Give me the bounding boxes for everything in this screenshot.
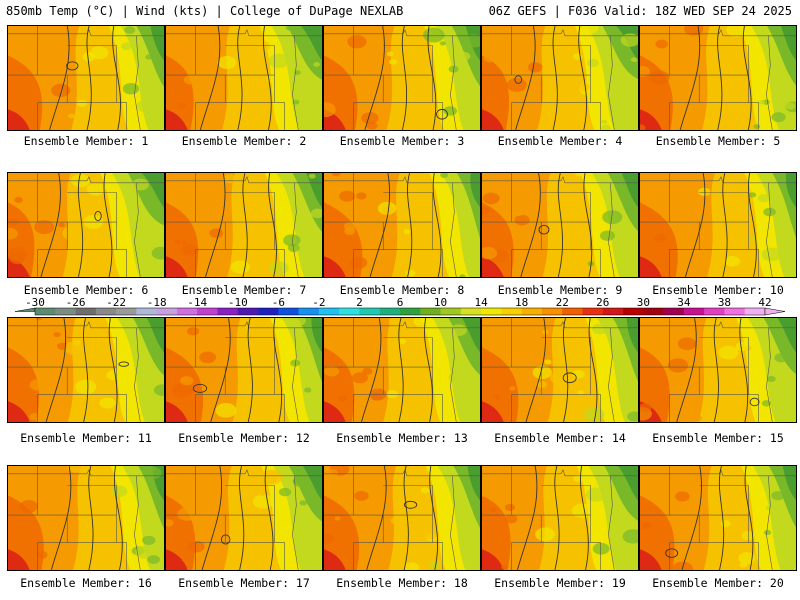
- ensemble-member-map: [323, 317, 481, 423]
- ensemble-member-map: [7, 465, 165, 571]
- colorbar-tick-label: 22: [556, 296, 569, 309]
- colorbar-tick-label: -30: [25, 296, 45, 309]
- ensemble-member-map: [7, 172, 165, 278]
- colorbar-swatch: [704, 308, 725, 315]
- ensemble-member-map: [323, 172, 481, 278]
- ensemble-member-map: [323, 25, 481, 131]
- ensemble-member-label: Ensemble Member: 7: [181, 283, 307, 297]
- colorbar-swatch: [318, 308, 340, 315]
- ensemble-member-map: [165, 25, 323, 131]
- colorbar-swatch: [339, 308, 360, 315]
- colorbar-swatch: [359, 308, 381, 315]
- colorbar-tick-label: 38: [718, 296, 731, 309]
- colorbar-swatch: [481, 308, 502, 315]
- ensemble-member-map: [165, 172, 323, 278]
- colorbar-tick-label: 30: [637, 296, 650, 309]
- colorbar-tick-label: 18: [515, 296, 528, 309]
- colorbar-tick-label: -18: [147, 296, 167, 309]
- colorbar-swatch: [602, 308, 624, 315]
- ensemble-member-label: Ensemble Member: 20: [652, 576, 784, 590]
- ensemble-member-label: Ensemble Member: 1: [23, 134, 149, 148]
- colorbar-tick-label: -14: [187, 296, 207, 309]
- ensemble-member-label: Ensemble Member: 4: [497, 134, 623, 148]
- colorbar-swatch: [643, 308, 664, 315]
- colorbar-swatch: [116, 308, 137, 315]
- ensemble-member-label: Ensemble Member: 18: [336, 576, 468, 590]
- colorbar-swatch: [379, 308, 401, 315]
- colorbar-arrow-right: [764, 307, 786, 316]
- colorbar-swatch: [55, 308, 76, 315]
- colorbar-swatch: [95, 308, 117, 315]
- temperature-colorbar: -30 -26 -22 -18 -14 -10 -6 -2 2 6 10 14 18 22 26 30 34 38…: [14, 296, 786, 316]
- colorbar-swatch: [258, 308, 279, 315]
- colorbar-swatch: [278, 308, 299, 315]
- model-valid-time: 06Z GEFS | F036 Valid: 18Z WED SEP 24 20…: [488, 4, 792, 18]
- ensemble-member-map: [481, 317, 639, 423]
- colorbar-swatch: [582, 308, 604, 315]
- colorbar-swatch: [237, 308, 259, 315]
- colorbar-tick-label: -26: [66, 296, 86, 309]
- colorbar-swatch: [197, 308, 218, 315]
- colorbar-tick-label: -10: [228, 296, 248, 309]
- ensemble-member-map: [639, 172, 797, 278]
- colorbar-tick-label: 6: [397, 296, 404, 309]
- colorbar-tick-label: -6: [272, 296, 285, 309]
- colorbar-swatch: [420, 308, 441, 315]
- ensemble-member-map: [639, 25, 797, 131]
- colorbar-tick-label: 14: [474, 296, 488, 309]
- ensemble-member-map: [639, 317, 797, 423]
- colorbar-swatch: [440, 308, 462, 315]
- colorbar-swatch: [521, 308, 543, 315]
- ensemble-member-label: Ensemble Member: 5: [655, 134, 781, 148]
- ensemble-member-label: Ensemble Member: 11: [20, 431, 152, 445]
- ensemble-member-label: Ensemble Member: 15: [652, 431, 784, 445]
- ensemble-member-map: [7, 25, 165, 131]
- colorbar-swatch: [217, 308, 239, 315]
- colorbar-tick-label: 42: [758, 296, 771, 309]
- colorbar-swatch: [501, 308, 522, 315]
- ensemble-member-label: Ensemble Member: 17: [178, 576, 310, 590]
- ensemble-member-map: [481, 172, 639, 278]
- ensemble-member-label: Ensemble Member: 8: [339, 283, 465, 297]
- ensemble-member-label: Ensemble Member: 13: [336, 431, 468, 445]
- colorbar-swatch: [683, 308, 705, 315]
- colorbar-tick-label: -22: [106, 296, 126, 309]
- colorbar-swatch: [176, 308, 198, 315]
- ensemble-member-map: [481, 465, 639, 571]
- colorbar-tick-label: 34: [677, 296, 691, 309]
- ensemble-member-label: Ensemble Member: 14: [494, 431, 626, 445]
- colorbar-swatch: [623, 308, 644, 315]
- colorbar-swatch: [75, 308, 97, 315]
- ensemble-member-map: [165, 317, 323, 423]
- ensemble-member-label: Ensemble Member: 9: [497, 283, 623, 297]
- colorbar-swatch: [744, 308, 766, 315]
- colorbar-swatch: [156, 308, 178, 315]
- ensemble-member-map: [165, 465, 323, 571]
- colorbar-swatch: [663, 308, 685, 315]
- ensemble-member-label: Ensemble Member: 3: [339, 134, 465, 148]
- colorbar-swatch: [724, 308, 746, 315]
- map-title: 850mb Temp (°C) | Wind (kts) | College o…: [6, 4, 404, 18]
- colorbar-tick-label: -2: [312, 296, 325, 309]
- colorbar-tick-label: 2: [356, 296, 363, 309]
- colorbar-swatch: [298, 308, 320, 315]
- colorbar-swatch: [562, 308, 583, 315]
- colorbar-swatch: [400, 308, 421, 315]
- colorbar-swatch: [136, 308, 157, 315]
- ensemble-member-label: Ensemble Member: 2: [181, 134, 307, 148]
- colorbar-swatch: [541, 308, 563, 315]
- ensemble-member-map: [481, 25, 639, 131]
- ensemble-member-map: [7, 317, 165, 423]
- colorbar-swatch: [460, 308, 482, 315]
- ensemble-member-label: Ensemble Member: 19: [494, 576, 626, 590]
- ensemble-member-label: Ensemble Member: 6: [23, 283, 149, 297]
- ensemble-member-map: [323, 465, 481, 571]
- ensemble-member-label: Ensemble Member: 10: [652, 283, 784, 297]
- ensemble-member-label: Ensemble Member: 12: [178, 431, 310, 445]
- ensemble-member-map: [639, 465, 797, 571]
- colorbar-tick-label: 10: [434, 296, 447, 309]
- ensemble-member-label: Ensemble Member: 16: [20, 576, 152, 590]
- colorbar-swatch: [35, 308, 56, 315]
- colorbar-tick-label: 26: [596, 296, 609, 309]
